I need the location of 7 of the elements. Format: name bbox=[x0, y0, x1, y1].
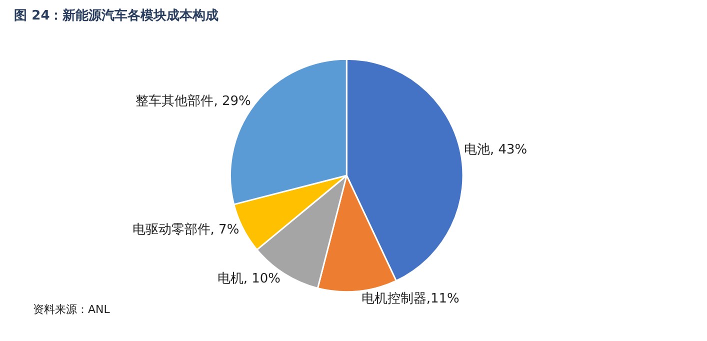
slice-label: 电驱动零部件, 7% bbox=[132, 222, 240, 238]
slice-label: 电池, 43% bbox=[464, 142, 528, 158]
chart-title: 图 24：新能源汽车各模块成本构成 bbox=[14, 7, 219, 24]
slice-label: 电机控制器,11% bbox=[361, 291, 460, 306]
slice-label: 整车其他部件, 29% bbox=[136, 94, 251, 109]
text: 资料来源：ANL bbox=[33, 303, 111, 316]
slice-label: 电机, 10% bbox=[217, 272, 281, 287]
